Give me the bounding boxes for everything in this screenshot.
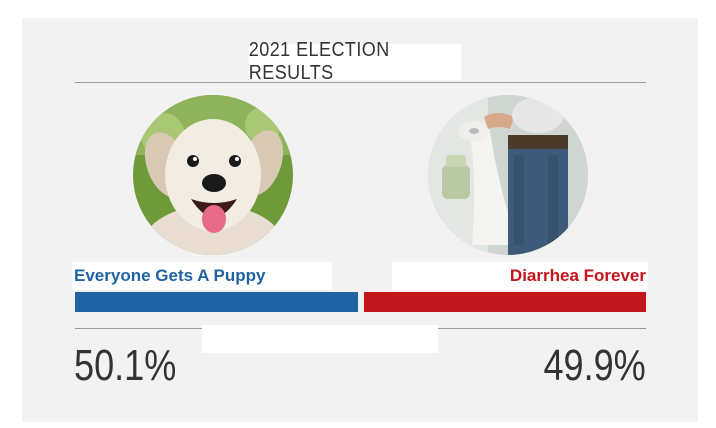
center-panel — [202, 325, 438, 353]
candidate-right-bar — [364, 292, 646, 312]
candidate-right-name: Diarrhea Forever — [392, 262, 648, 290]
candidate-left-name: Everyone Gets A Puppy — [72, 262, 332, 290]
candidate-right-photo — [428, 95, 588, 255]
results-card — [22, 18, 698, 422]
candidate-left-bar — [75, 292, 359, 312]
candidate-left-photo — [133, 95, 293, 255]
candidate-right-percent: 49.9% — [543, 341, 646, 390]
candidate-left-percent: 50.1% — [74, 341, 177, 390]
puppy-photo-icon — [133, 95, 293, 255]
toilet-photo-icon — [428, 95, 588, 255]
top-divider — [75, 82, 646, 83]
page-title: 2021 ELECTION RESULTS — [248, 39, 462, 84]
results-bar — [75, 292, 646, 312]
